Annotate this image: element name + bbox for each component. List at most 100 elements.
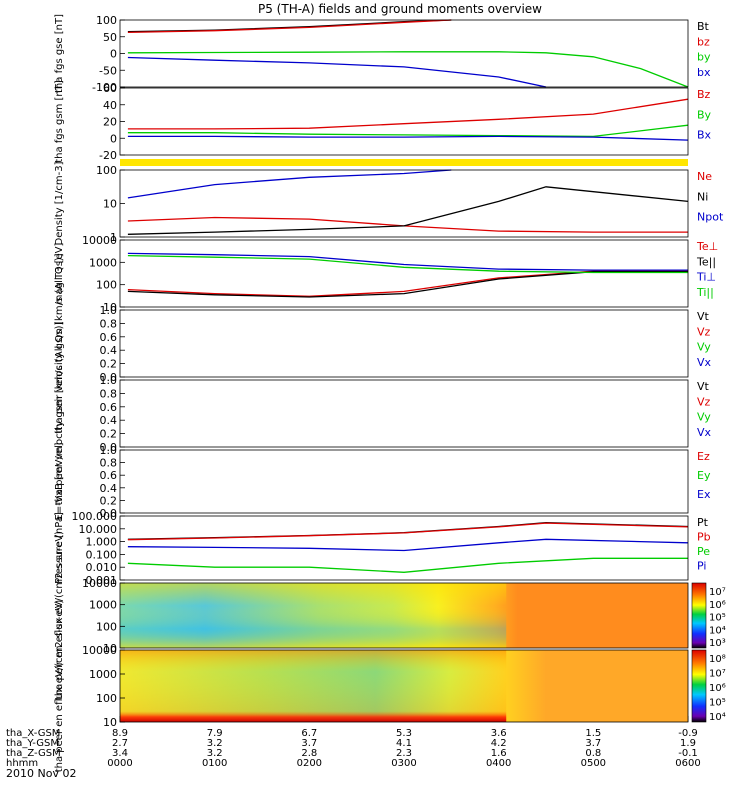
x-axis-value: 0100: [202, 758, 227, 769]
y-axis-label: tha peer en eflux eV/(cm2-s-sr-eV): [54, 600, 65, 773]
y-tick-label: 0.8: [100, 457, 118, 470]
x-axis-value: 8.9: [112, 728, 128, 739]
legend-label-Ni: Ni: [697, 190, 708, 203]
panel-frame: [119, 309, 689, 378]
x-axis-value: 0.8: [585, 748, 601, 759]
legend-label-Vt: Vt: [697, 380, 710, 393]
y-axis-label: tha fgs gse [nT]: [54, 14, 65, 93]
y-tick-label: 50: [103, 31, 117, 44]
chart-title: P5 (TH-A) fields and ground moments over…: [258, 2, 542, 16]
y-tick-label: -20: [99, 149, 117, 162]
colorbar-tick-label: 10⁸: [709, 654, 726, 665]
date-label: 2010 Nov 02: [6, 767, 76, 780]
y-tick-label: 0.100: [86, 548, 118, 561]
x-axis-value: 2.3: [396, 748, 412, 759]
y-tick-label: 1.0: [100, 374, 118, 387]
x-axis-row-label: hhmm: [6, 758, 38, 769]
panel-frame: [119, 649, 689, 723]
y-axis-label: tha peer velocity gsm [km/s (All Qs)]: [54, 322, 65, 506]
y-tick-label: 100: [96, 620, 117, 633]
y-tick-label: 0.6: [100, 469, 118, 482]
colorbar-tick-label: 10⁷: [709, 587, 726, 598]
x-axis-value: 1.5: [585, 728, 601, 739]
legend-label-Pb: Pb: [697, 531, 711, 544]
panel-fgs_gse: Bt bz by bx 100 50 0 -50 -100 tha fgs gse [nT]: [54, 14, 711, 94]
y-tick-label: 0: [110, 48, 117, 61]
legend-label-bz: bz: [697, 35, 710, 48]
colorbar-tick-label: 10³: [709, 638, 726, 649]
colorbar-tick-label: 10⁴: [709, 625, 726, 636]
y-tick-label: 100: [96, 164, 117, 177]
spectrogram-overlay: [120, 583, 507, 648]
x-axis-row-label: tha_Z-GSM: [6, 748, 61, 759]
legend-label-Ti||: Ti||: [696, 286, 714, 299]
y-tick-label: 10: [103, 198, 117, 211]
series-line-Ti⊥: [127, 252, 688, 271]
y-tick-label: 0.6: [100, 401, 118, 414]
y-tick-label: 10: [103, 301, 117, 314]
y-tick-label: 0.6: [100, 331, 118, 344]
panel-frame: [119, 379, 689, 448]
x-axis-row-label: tha_Y-GSM: [6, 738, 59, 749]
y-axis-label: Density [1/cm-3]: [54, 161, 65, 245]
legend-label-Te||: Te||: [696, 255, 716, 268]
y-tick-label: 10: [103, 642, 117, 655]
colorbar-tick-label: 10⁷: [709, 669, 726, 680]
y-tick-label: 1000: [89, 668, 117, 681]
x-axis-value: 5.3: [396, 728, 412, 739]
y-axis-label: Pressure [nPa]: [54, 512, 65, 584]
y-tick-label: 20: [103, 116, 117, 129]
y-tick-label: 10: [103, 716, 117, 729]
x-axis-value: 0200: [297, 758, 322, 769]
legend-label-Bz: Bz: [697, 88, 711, 101]
legend-label-Pe: Pe: [697, 545, 710, 558]
y-tick-label: 100: [96, 692, 117, 705]
y-tick-label: -50: [99, 64, 117, 77]
panel-frame: [119, 515, 689, 581]
y-tick-label: 100: [96, 14, 117, 27]
x-axis-value: 0600: [675, 758, 700, 769]
y-tick-label: 1000: [89, 256, 117, 269]
legend-label-Bt: Bt: [697, 20, 710, 33]
panel-fgs_gsm: Bz By Bx 60 40 20 0 -20 tha fgs gsm [nT]: [54, 80, 712, 163]
y-tick-label: 10000: [82, 577, 117, 590]
colorbar-tick-label: 10⁴: [709, 712, 726, 723]
panel-temperature: Te⊥ Te|| Ti⊥ Ti|| 10000 1000 100 10 mag T3 [eV]: [54, 234, 718, 314]
x-axis-value: 4.2: [491, 738, 507, 749]
y-axis-label: tha peir en eflux eV/(cm2-s-sr-eV): [54, 531, 65, 700]
series-line-Ti||: [127, 254, 688, 274]
y-tick-label: 0.4: [100, 344, 118, 357]
y-axis-label: tha fgs gsm [nT]: [54, 80, 65, 163]
y-tick-label: 0.8: [100, 387, 118, 400]
x-axis-value: 2.7: [112, 738, 128, 749]
y-tick-label: 0.001: [86, 574, 118, 587]
legend-label-Vx: Vx: [697, 426, 712, 439]
y-tick-label: 0.2: [100, 428, 118, 441]
x-axis-value: 1.6: [491, 748, 507, 759]
x-axis-row-label: tha_X-GSM: [6, 728, 60, 739]
x-axis-value: 3.6: [491, 728, 507, 739]
spectrogram-overlay: [120, 650, 507, 722]
colorbar: [691, 649, 707, 723]
colorbar-tick-label: 10⁶: [709, 683, 726, 694]
y-tick-label: 10000: [82, 234, 117, 247]
legend-label-bx: bx: [697, 66, 711, 79]
y-tick-label: 0: [110, 132, 117, 145]
series-line-Bz: [127, 98, 689, 130]
panel-frame: [119, 87, 689, 156]
legend-label-Npot: Npot: [697, 211, 724, 224]
series-line-Ni: [127, 186, 689, 235]
series-line-Pi: [127, 538, 689, 552]
x-axis-value: 7.9: [207, 728, 223, 739]
y-tick-label: 60: [103, 82, 117, 95]
x-axis-value: 3.4: [112, 748, 128, 759]
legend-label-Ex: Ex: [697, 488, 711, 501]
y-tick-label: 0.0: [100, 507, 118, 520]
legend-label-Ez: Ez: [697, 450, 710, 463]
x-axis-value: 3.2: [207, 738, 223, 749]
y-tick-label: 0.2: [100, 358, 118, 371]
